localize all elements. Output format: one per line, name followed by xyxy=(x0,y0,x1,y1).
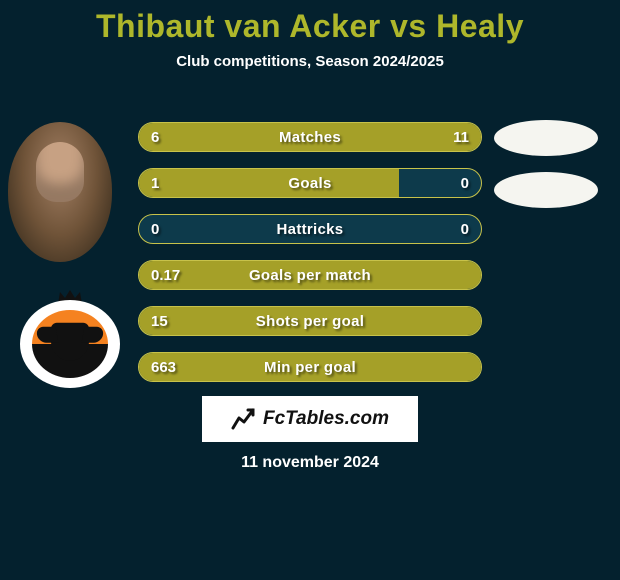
stat-row: 15Shots per goal xyxy=(138,306,482,336)
stat-label: Hattricks xyxy=(139,215,481,243)
stat-label: Goals xyxy=(139,169,481,197)
stat-value-right: 0 xyxy=(461,215,469,243)
club-badge-right-placeholder xyxy=(494,172,598,208)
branding-text: FcTables.com xyxy=(263,408,389,430)
eagle-icon xyxy=(51,323,89,361)
stat-row: 663Min per goal xyxy=(138,352,482,382)
player-avatar-left xyxy=(8,122,112,262)
comparison-rows: 6Matches111Goals00Hattricks00.17Goals pe… xyxy=(138,122,482,398)
subtitle: Club competitions, Season 2024/2025 xyxy=(0,53,620,70)
stat-value-right: 0 xyxy=(461,169,469,197)
stat-row: 6Matches11 xyxy=(138,122,482,152)
stat-value-right: 11 xyxy=(453,123,469,151)
branding: FcTables.com xyxy=(202,396,418,442)
stat-row: 0Hattricks0 xyxy=(138,214,482,244)
stat-label: Min per goal xyxy=(139,353,481,381)
stat-label: Shots per goal xyxy=(139,307,481,335)
stat-label: Goals per match xyxy=(139,261,481,289)
date-label: 11 november 2024 xyxy=(0,454,620,472)
club-badge-left xyxy=(20,288,120,388)
page-title: Thibaut van Acker vs Healy xyxy=(0,0,620,45)
stat-row: 1Goals0 xyxy=(138,168,482,198)
player-avatar-right-placeholder xyxy=(494,120,598,156)
stat-row: 0.17Goals per match xyxy=(138,260,482,290)
stat-label: Matches xyxy=(139,123,481,151)
chart-icon xyxy=(231,406,257,432)
